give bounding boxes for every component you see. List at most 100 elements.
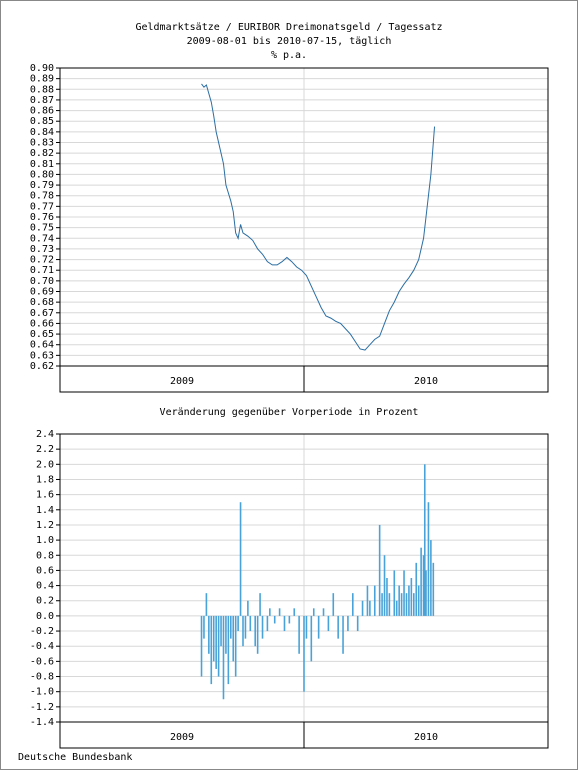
y-tick-label: 0.75 (30, 223, 54, 234)
bar (327, 615, 330, 632)
y-tick-label: 0.64 (30, 340, 54, 351)
bar (247, 600, 249, 616)
bar (261, 615, 264, 639)
y-tick-label: -0.4 (30, 641, 54, 652)
bar (432, 562, 435, 616)
y-tick-label: 0.66 (30, 318, 54, 329)
bar (298, 615, 300, 654)
bar (352, 593, 354, 616)
plot-area (59, 67, 549, 367)
bar (237, 615, 239, 632)
y-tick-label: 1.0 (36, 535, 54, 546)
plot-area (59, 433, 549, 723)
bar (356, 615, 359, 632)
bar (254, 615, 256, 647)
y-tick-label: 0.87 (30, 95, 54, 106)
bar (383, 555, 386, 616)
bar (232, 615, 235, 662)
y-tick-label: 0.84 (30, 127, 54, 138)
y-tick-label: 0.65 (30, 329, 54, 340)
bar (310, 615, 313, 662)
bar (303, 615, 305, 692)
bar (393, 570, 396, 616)
bar (266, 615, 269, 632)
source: Deutsche Bundesbank (18, 752, 132, 763)
y-tick-label: 0.90 (30, 63, 54, 74)
unit-label: % p.a. (271, 50, 307, 61)
bar (205, 593, 208, 616)
bar (215, 615, 217, 669)
chart-title: Geldmarktsätze / EURIBOR Dreimonatsgeld … (135, 22, 442, 33)
y-tick-label: 0.82 (30, 148, 54, 159)
y-tick-label: 0.76 (30, 212, 54, 223)
y-tick-label: 0.2 (36, 596, 54, 607)
y-tick-label: -1.4 (30, 717, 54, 728)
bar (369, 600, 371, 616)
y-tick-label: 0.88 (30, 84, 54, 95)
bar (381, 593, 383, 616)
bar (395, 600, 398, 616)
y-tick-label: 0.69 (30, 287, 54, 298)
bar (400, 593, 403, 616)
y-tick-label: 0.70 (30, 276, 54, 287)
bar (361, 600, 364, 616)
chart-title: Veränderung gegenüber Vorperiode in Proz… (160, 407, 419, 418)
y-tick-label: 0.73 (30, 244, 54, 255)
bar (225, 615, 227, 654)
bar (386, 578, 388, 616)
y-tick-label: -0.8 (30, 672, 54, 683)
bar (312, 608, 315, 616)
y-tick-label: -1.2 (30, 702, 54, 713)
x-tick-label: 2009 (170, 376, 194, 387)
bar (337, 615, 339, 639)
bar (373, 585, 376, 616)
y-tick-label: 0.77 (30, 201, 54, 212)
y-tick-label: 0.8 (36, 550, 54, 561)
bar (317, 615, 320, 639)
bar (425, 570, 427, 616)
bar (403, 570, 405, 616)
bar (278, 608, 281, 616)
bar (208, 615, 210, 654)
y-tick-label: 1.2 (36, 520, 54, 531)
y-tick-label: -0.6 (30, 656, 54, 667)
bar (427, 502, 430, 616)
bar (332, 593, 335, 616)
bar (259, 593, 261, 616)
x-tick-label: 2009 (170, 732, 194, 743)
bar (203, 615, 205, 639)
y-tick-label: 0.71 (30, 265, 54, 276)
bar (220, 615, 222, 647)
y-tick-label: 1.8 (36, 474, 54, 485)
y-tick-label: 2.2 (36, 444, 54, 455)
bar (249, 615, 252, 632)
y-tick-label: 0.67 (30, 308, 54, 319)
y-tick-label: 0.83 (30, 138, 54, 149)
y-tick-label: 2.4 (36, 429, 54, 440)
bar (288, 615, 291, 624)
bar (430, 540, 432, 616)
y-tick-label: 1.6 (36, 490, 54, 501)
y-tick-label: 0.62 (30, 361, 54, 372)
bar (322, 608, 325, 616)
bar (417, 585, 420, 616)
y-tick-label: 0.78 (30, 191, 54, 202)
bar (273, 615, 276, 624)
bar (283, 615, 286, 632)
bar (230, 615, 232, 639)
bar (242, 615, 244, 647)
bar (244, 615, 247, 639)
y-tick-label: 0.89 (30, 74, 54, 85)
bar (423, 464, 426, 616)
bar (422, 555, 425, 616)
y-tick-label: -1.0 (30, 687, 54, 698)
y-tick-label: 0.74 (30, 233, 54, 244)
bar (420, 547, 422, 616)
bar (227, 615, 230, 685)
y-tick-label: 0.80 (30, 169, 54, 180)
y-tick-label: 0.72 (30, 255, 54, 266)
bar (217, 615, 220, 677)
bar (342, 615, 344, 654)
bar (234, 615, 237, 677)
